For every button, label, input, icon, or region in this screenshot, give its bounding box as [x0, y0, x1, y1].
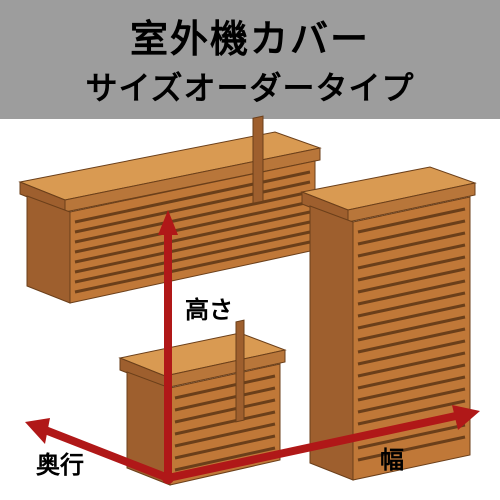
- small-post: [236, 320, 244, 422]
- wide-post: [253, 116, 263, 203]
- diagram-canvas: [0, 0, 500, 500]
- depth-arrowhead: [25, 418, 50, 444]
- depth-label: 奥行: [36, 445, 84, 480]
- origin-dot: [162, 472, 174, 484]
- height-label: 高さ: [185, 290, 233, 325]
- wide-left: [27, 196, 70, 303]
- width-label: 幅: [380, 440, 404, 475]
